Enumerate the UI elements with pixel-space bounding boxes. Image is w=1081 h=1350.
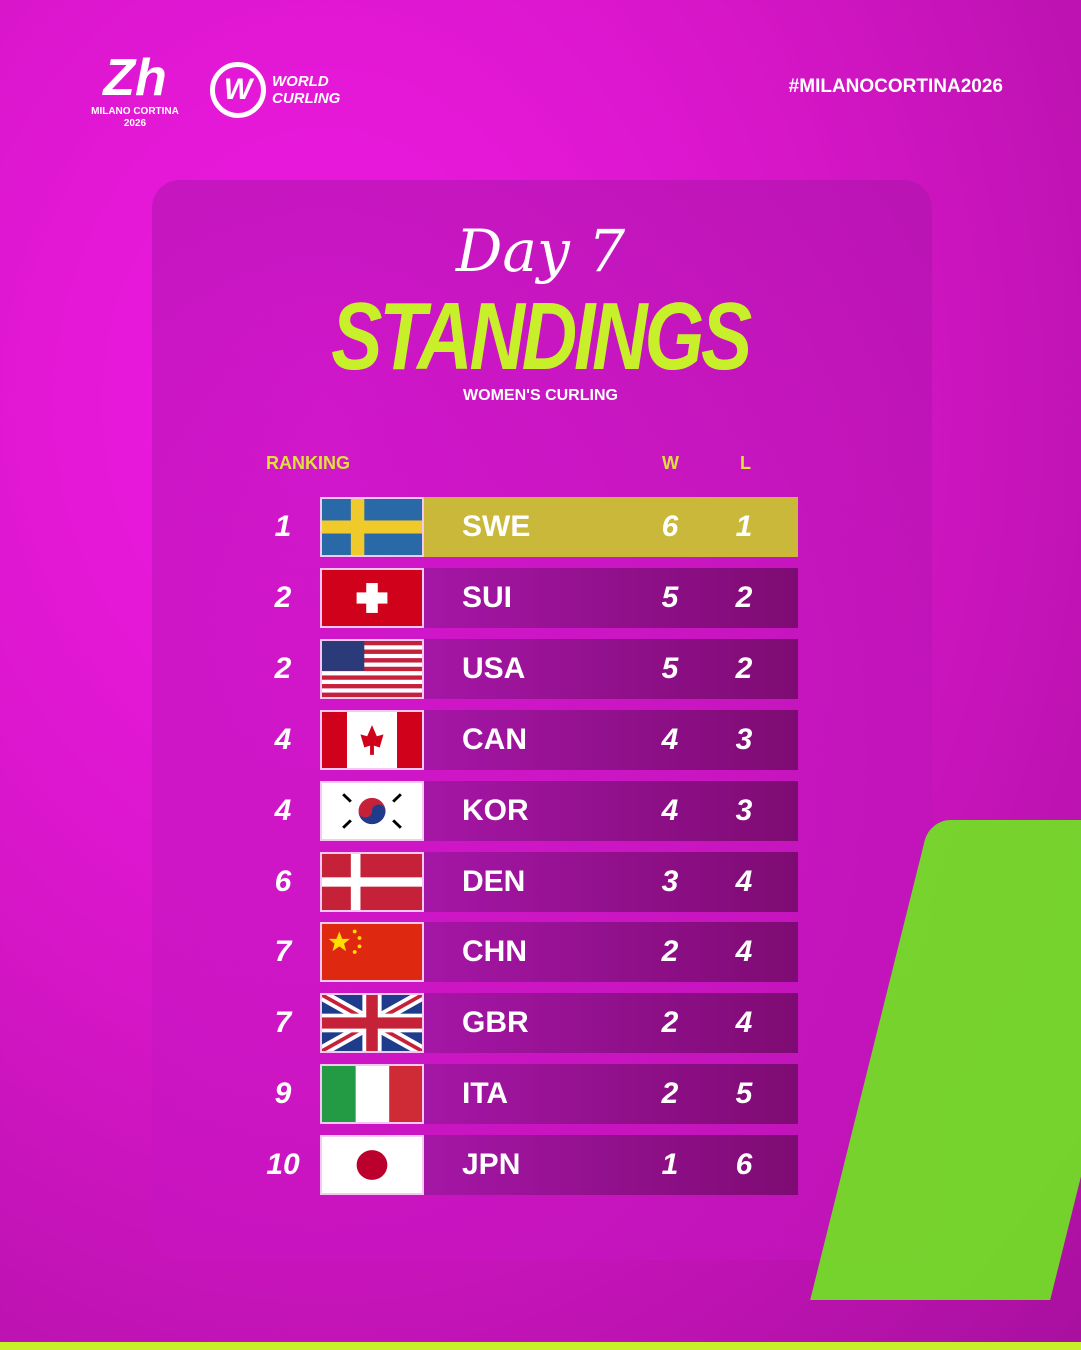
page-title-wrap: STANDINGS xyxy=(108,283,973,390)
team-bar: USA 5 2 xyxy=(424,638,798,699)
team-code: ITA xyxy=(462,1077,509,1111)
logo-org-line2: CURLING xyxy=(272,90,341,107)
wins: 6 xyxy=(661,510,679,543)
china-flag-icon xyxy=(320,922,424,983)
losses: 5 xyxy=(735,1077,753,1111)
team-code: JPN xyxy=(462,1148,521,1182)
standings-row: 6 DEN 3 4 xyxy=(260,851,800,912)
wins-header: W xyxy=(662,453,679,473)
italy-flag-icon xyxy=(320,1064,424,1125)
page-title: STANDINGS xyxy=(331,283,753,390)
standings-row: 7 CHN 2 4 xyxy=(260,922,800,983)
wins: 3 xyxy=(661,864,679,898)
switzerland-flag-icon xyxy=(320,567,424,628)
usa-flag-icon xyxy=(320,638,424,699)
team-code: CAN xyxy=(462,722,527,756)
japan-flag-icon xyxy=(320,1135,424,1196)
world-curling-icon: W xyxy=(210,62,266,118)
standings-row: 7 GBR 2 4 xyxy=(260,993,800,1054)
standings-row: 1 SWE 6 1 xyxy=(260,497,800,557)
wins: 5 xyxy=(661,580,679,614)
logo-text: MILANO CORTINA xyxy=(91,106,179,117)
team-code: USA xyxy=(462,651,526,685)
losses: 4 xyxy=(735,1006,753,1040)
subtitle: WOMEN'S CURLING xyxy=(463,387,618,404)
wins: 2 xyxy=(661,1006,679,1040)
standings-row: 2 USA 5 2 xyxy=(260,638,800,699)
wins: 2 xyxy=(661,935,679,969)
hashtag: #MILANOCORTINA2026 xyxy=(788,76,1003,97)
losses: 4 xyxy=(735,864,753,898)
milano-cortina-logo: Zh MILANO CORTINA 2026 xyxy=(80,50,190,130)
losses: 6 xyxy=(735,1148,753,1182)
standings-row: 4 KOR 4 3 xyxy=(260,780,800,841)
standings-row: 4 CAN 4 3 xyxy=(260,709,800,770)
team-code: SWE xyxy=(462,510,531,543)
ranking-header: RANKING xyxy=(266,453,350,473)
rank: 4 xyxy=(274,722,292,756)
wins: 2 xyxy=(661,1077,679,1111)
wins: 4 xyxy=(661,793,679,827)
team-bar: ITA 2 5 xyxy=(424,1064,798,1125)
rank: 9 xyxy=(274,1077,292,1111)
losses: 3 xyxy=(735,722,753,756)
rank: 7 xyxy=(274,1006,292,1040)
team-code: DEN xyxy=(462,864,526,898)
team-code: CHN xyxy=(462,935,527,969)
rank: 7 xyxy=(274,935,292,969)
standings-row: 9 ITA 2 5 xyxy=(260,1064,800,1125)
team-bar: GBR 2 4 xyxy=(424,993,798,1054)
team-bar: JPN 1 6 xyxy=(424,1135,798,1196)
losses: 1 xyxy=(735,510,753,543)
logo-org-line1: WORLD xyxy=(272,73,329,90)
milano-cortina-icon: Zh xyxy=(103,49,167,107)
standings-row: 2 SUI 5 2 xyxy=(260,567,800,628)
rank: 2 xyxy=(274,580,292,614)
team-code: KOR xyxy=(462,793,529,827)
team-code: SUI xyxy=(462,580,513,614)
team-code: GBR xyxy=(462,1006,529,1040)
world-curling-logo: W WORLD CURLING xyxy=(210,62,340,118)
denmark-flag-icon xyxy=(320,851,424,912)
team-bar: CHN 2 4 xyxy=(424,922,798,983)
team-bar: SUI 5 2 xyxy=(424,567,798,628)
losses: 4 xyxy=(735,935,753,969)
losses: 2 xyxy=(735,651,753,685)
standings-row: 10 JPN 1 6 xyxy=(260,1135,800,1196)
korea-flag-icon xyxy=(320,780,424,841)
wins: 5 xyxy=(661,651,679,685)
canada-flag-icon xyxy=(320,709,424,770)
team-bar: DEN 3 4 xyxy=(424,851,798,912)
team-bar: SWE 6 1 xyxy=(424,497,798,557)
rank: 10 xyxy=(266,1148,300,1182)
team-bar: KOR 4 3 xyxy=(424,780,798,841)
day-label: Day 7 xyxy=(455,217,626,285)
rank: 4 xyxy=(274,793,292,827)
rank: 1 xyxy=(274,510,292,543)
wins: 4 xyxy=(661,722,679,756)
wins: 1 xyxy=(661,1148,679,1182)
losses: 3 xyxy=(735,793,753,827)
team-bar: CAN 4 3 xyxy=(424,709,798,770)
rank: 2 xyxy=(274,651,292,685)
great-britain-flag-icon xyxy=(320,993,424,1054)
accent-line xyxy=(0,1342,1081,1350)
sweden-flag-icon xyxy=(320,497,424,557)
logo-year: 2026 xyxy=(123,118,147,129)
rank: 6 xyxy=(274,864,292,898)
losses: 2 xyxy=(735,580,753,614)
losses-header: L xyxy=(740,453,751,473)
